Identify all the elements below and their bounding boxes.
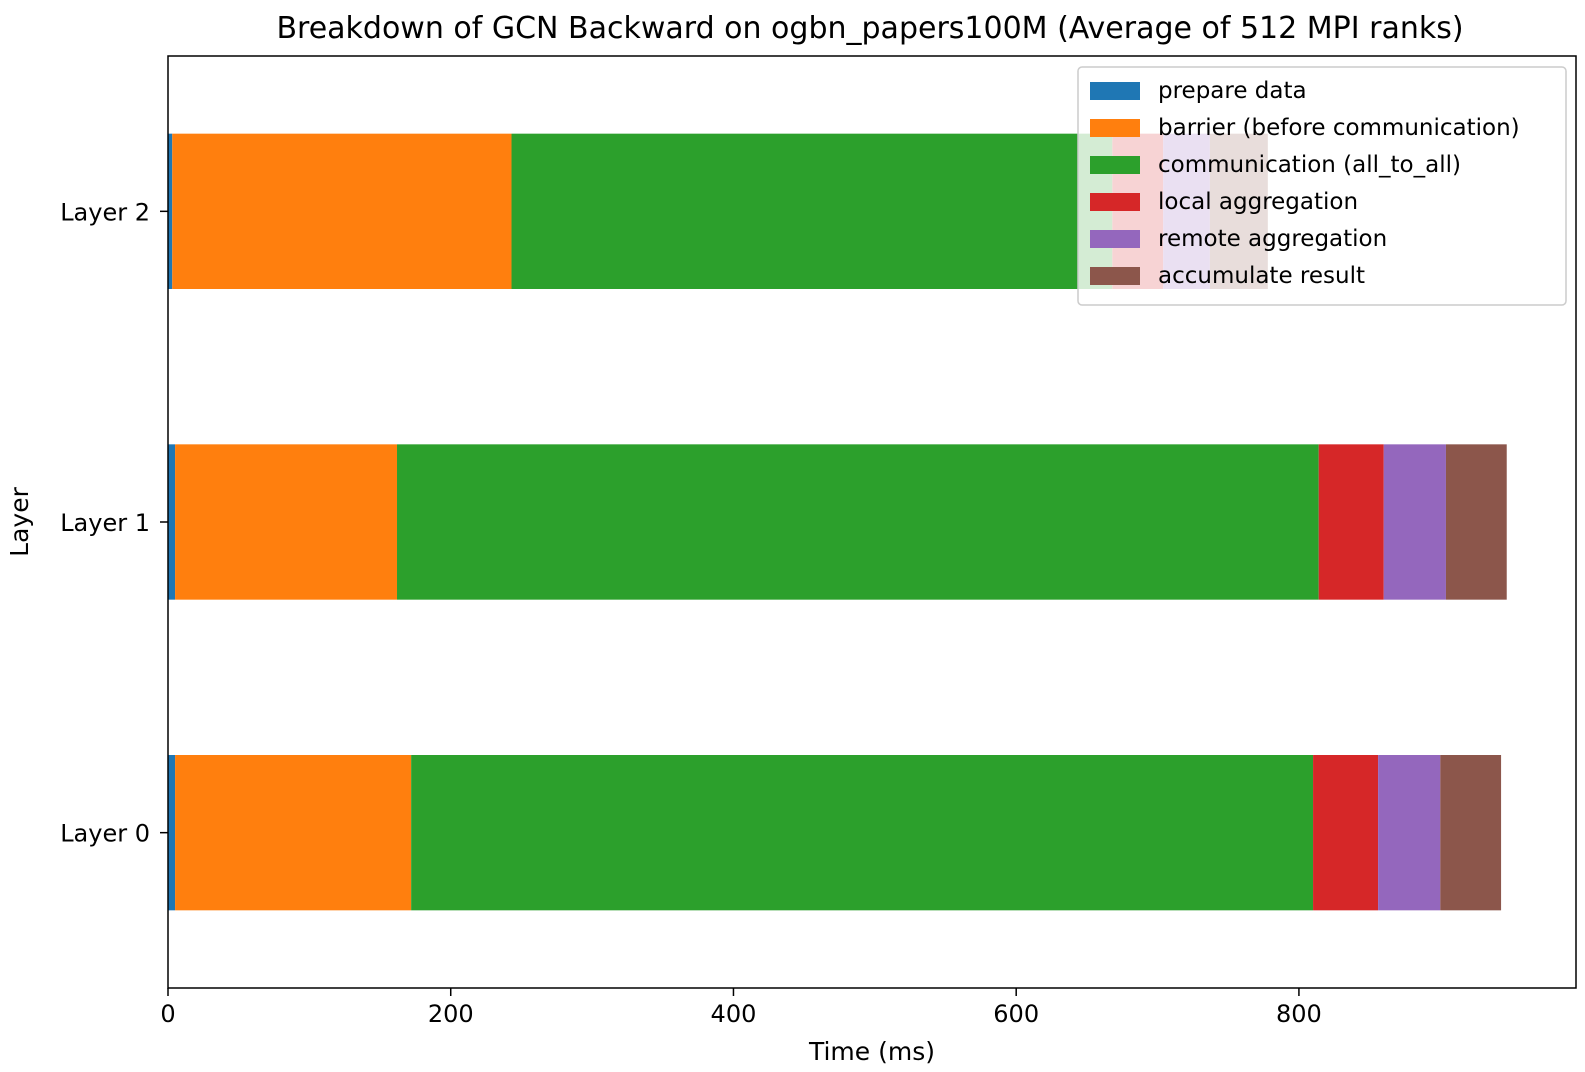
legend-swatch-5 xyxy=(1090,267,1140,285)
bar-segment-2-1 xyxy=(172,133,512,289)
bar-segment-0-2 xyxy=(411,755,1314,911)
legend-swatch-4 xyxy=(1090,230,1140,248)
legend-swatch-2 xyxy=(1090,156,1140,174)
legend: prepare data barrier (before communicatio… xyxy=(1077,66,1567,306)
legend-label-4: remote aggregation xyxy=(1158,226,1387,252)
legend-swatch-1 xyxy=(1090,119,1140,137)
legend-label-5: accumulate result xyxy=(1158,263,1365,289)
bar-segment-1-0 xyxy=(168,444,176,600)
legend-frame xyxy=(1077,66,1567,306)
x-axis-label: Time (ms) xyxy=(808,1037,935,1066)
y-tick-label-1: Layer 1 xyxy=(60,509,150,537)
bar-segment-2-2 xyxy=(511,133,1113,289)
legend-swatch-0 xyxy=(1090,82,1140,100)
bar-segment-0-1 xyxy=(175,755,412,911)
bar-segment-1-5 xyxy=(1445,444,1507,600)
legend-label-3: local aggregation xyxy=(1158,189,1358,215)
legend-swatch-3 xyxy=(1090,193,1140,211)
y-axis-ticks: Layer 0 Layer 1 Layer 2 xyxy=(60,198,168,848)
bar-segment-0-5 xyxy=(1440,755,1502,911)
legend-label-2: communication (all_to_all) xyxy=(1158,152,1461,178)
bar-segment-1-1 xyxy=(175,444,398,600)
x-tick-label-4: 800 xyxy=(1276,1000,1322,1028)
x-tick-label-1: 200 xyxy=(428,1000,474,1028)
bar-segment-0-4 xyxy=(1378,755,1441,911)
bar-segment-0-0 xyxy=(168,755,176,911)
bar-segment-1-2 xyxy=(397,444,1319,600)
y-tick-label-2: Layer 2 xyxy=(60,198,150,226)
bar-segment-1-4 xyxy=(1383,444,1446,600)
legend-label-0: prepare data xyxy=(1158,78,1307,104)
bar-segment-2-0 xyxy=(168,133,173,289)
bar-segment-1-3 xyxy=(1318,444,1384,600)
bar-segment-0-3 xyxy=(1313,755,1379,911)
x-tick-label-3: 600 xyxy=(993,1000,1039,1028)
y-tick-label-0: Layer 0 xyxy=(60,820,150,848)
x-axis-ticks: 0 200 400 600 800 xyxy=(160,988,1322,1028)
x-tick-label-2: 400 xyxy=(711,1000,757,1028)
y-axis-label: Layer xyxy=(5,486,34,556)
chart-title: Breakdown of GCN Backward on ogbn_papers… xyxy=(276,11,1463,46)
x-tick-label-0: 0 xyxy=(160,1000,175,1028)
legend-label-1: barrier (before communication) xyxy=(1158,115,1520,141)
